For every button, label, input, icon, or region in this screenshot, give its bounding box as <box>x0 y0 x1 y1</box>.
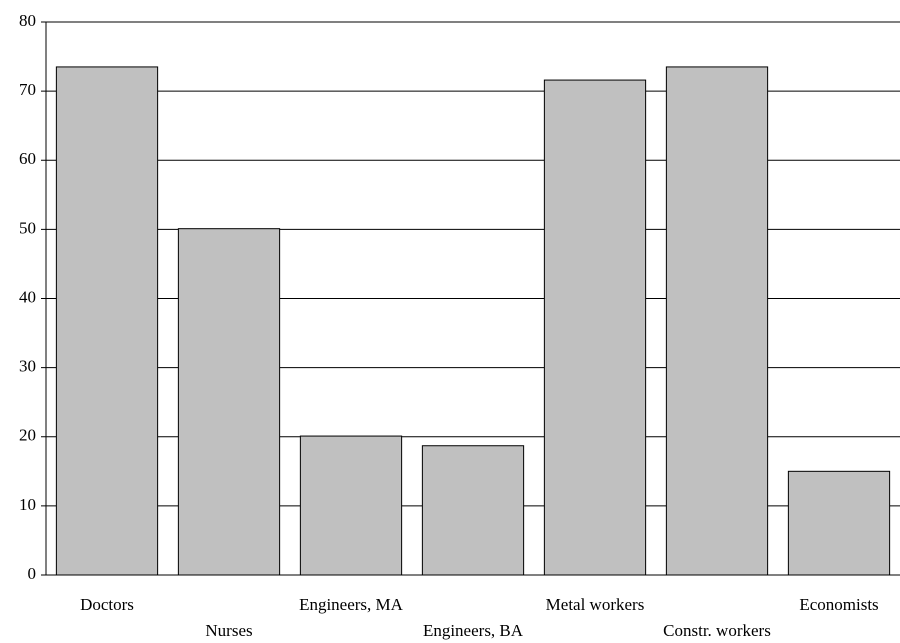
bar <box>665 66 769 576</box>
y-tick-label: 30 <box>19 357 36 376</box>
y-tick-label: 80 <box>19 11 36 30</box>
y-tick-label: 10 <box>19 495 36 514</box>
bar <box>543 79 647 576</box>
y-tick-label: 0 <box>28 564 37 583</box>
y-tick-label: 40 <box>19 287 36 306</box>
x-tick-label: Metal workers <box>546 595 645 614</box>
x-tick-label: Nurses <box>205 621 252 640</box>
y-tick-label: 60 <box>19 149 36 168</box>
bar <box>299 435 403 576</box>
x-tick-label: Economists <box>799 595 878 614</box>
bar <box>787 470 891 576</box>
x-tick-label: Doctors <box>80 595 134 614</box>
y-tick-label: 70 <box>19 80 36 99</box>
y-tick-label: 20 <box>19 426 36 445</box>
bar <box>55 66 159 576</box>
x-tick-label: Constr. workers <box>663 621 771 640</box>
x-tick-label: Engineers, MA <box>299 595 404 614</box>
y-tick-label: 50 <box>19 218 36 237</box>
bar <box>421 445 525 576</box>
x-tick-label: Engineers, BA <box>423 621 524 640</box>
bar <box>177 228 281 576</box>
